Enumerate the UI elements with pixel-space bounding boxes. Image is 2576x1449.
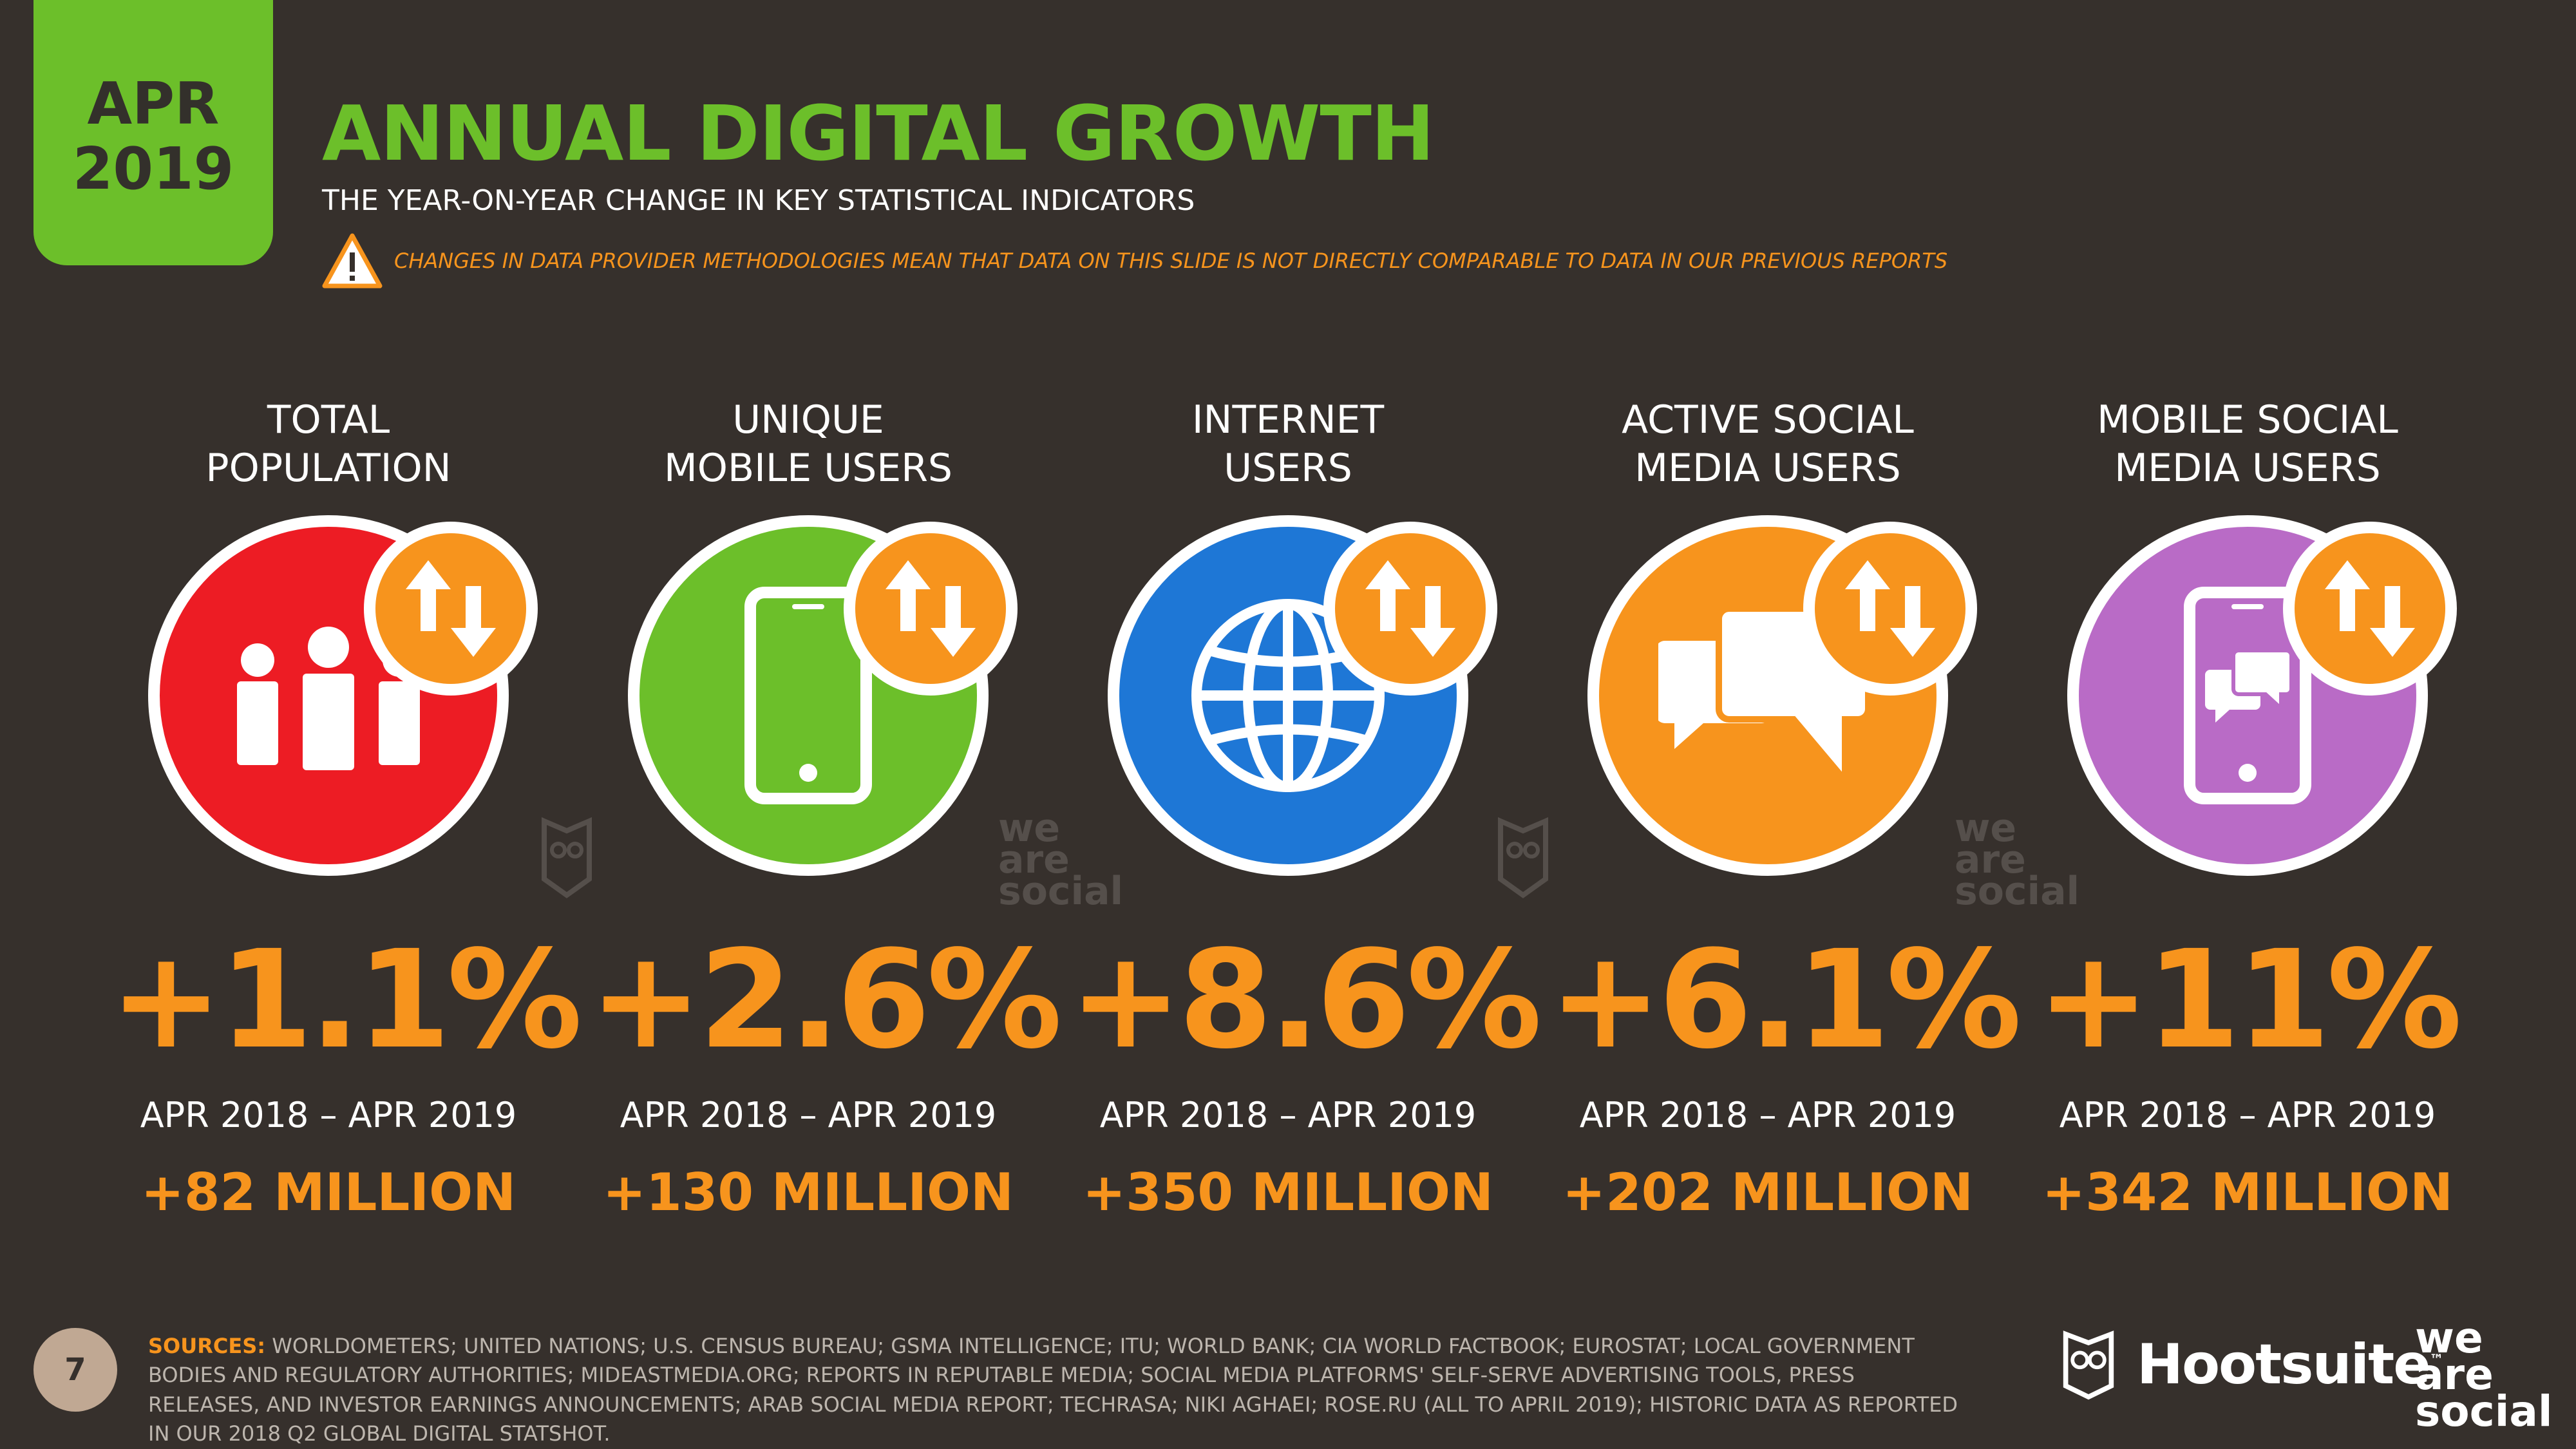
- we-are-social-watermark: we are social: [998, 806, 1124, 914]
- badge-month: APR: [87, 70, 220, 138]
- mobile-social-media-users-absolute: +342 MILLION: [2042, 1162, 2453, 1222]
- mobile-social-media-users-period: APR 2018 – APR 2019: [2059, 1095, 2436, 1135]
- wm-line: are: [998, 837, 1070, 883]
- hootsuite-owl-icon: [2063, 1331, 2114, 1400]
- we-are-social-logo: we are social: [2415, 1313, 2553, 1436]
- label-line: ACTIVE SOCIAL: [1622, 397, 1914, 442]
- hootsuite-tm: ™: [2429, 1352, 2444, 1368]
- change-arrows-icon: [844, 522, 1018, 696]
- we-are-social-watermark: we are social: [1955, 806, 2080, 914]
- internet-users-period: APR 2018 – APR 2019: [1099, 1095, 1477, 1135]
- change-arrows-icon: [1803, 522, 1977, 696]
- label-line: MEDIA USERS: [2114, 446, 2381, 491]
- label-line: INTERNET: [1191, 397, 1385, 442]
- wm-line: social: [998, 869, 1124, 914]
- label-line: USERS: [1224, 446, 1352, 491]
- page-number: 7: [33, 1328, 117, 1412]
- label-line: UNIQUE: [732, 397, 884, 442]
- hootsuite-logo: Hootsuite™: [2061, 1329, 2444, 1400]
- total-population-period: APR 2018 – APR 2019: [140, 1095, 517, 1135]
- was-line: we: [2415, 1313, 2483, 1363]
- label-line: MOBILE SOCIAL: [2097, 397, 2398, 442]
- change-arrows-icon: [2283, 522, 2457, 696]
- wm-line: we: [998, 806, 1061, 851]
- date-badge: APR 2019: [33, 0, 273, 265]
- page-subtitle: THE YEAR-ON-YEAR CHANGE IN KEY STATISTIC…: [322, 184, 1195, 217]
- unique-mobile-users-absolute: +130 MILLION: [603, 1162, 1014, 1222]
- badge-year: 2019: [72, 135, 234, 203]
- page-title: ANNUAL DIGITAL GROWTH: [322, 89, 1435, 178]
- total-population-absolute: +82 MILLION: [140, 1162, 516, 1222]
- change-arrows-icon: [1323, 522, 1497, 696]
- up-down-arrows-icon: [2325, 560, 2415, 657]
- internet-users-change: +8.6%: [1069, 921, 1542, 1079]
- sources-text: SOURCES: WORLDOMETERS; UNITED NATIONS; U…: [148, 1332, 1971, 1449]
- sources-label: SOURCES:: [148, 1334, 266, 1358]
- stat-label-unique-mobile-users: UNIQUE MOBILE USERS: [589, 393, 1027, 496]
- label-line: MOBILE USERS: [664, 446, 952, 491]
- stat-label-total-population: TOTAL POPULATION: [109, 393, 547, 496]
- globe-icon: [1191, 599, 1385, 792]
- mobile-chat-icon: [2184, 587, 2311, 804]
- stat-label-mobile-social-media-users: MOBILE SOCIAL MEDIA USERS: [2029, 393, 2467, 496]
- active-social-media-users-change: +6.1%: [1549, 921, 2022, 1079]
- up-down-arrows-icon: [1365, 560, 1455, 657]
- was-line: social: [2415, 1386, 2553, 1436]
- label-line: MEDIA USERS: [1634, 446, 1901, 491]
- up-down-arrows-icon: [1845, 560, 1935, 657]
- change-arrows-icon: [364, 522, 538, 696]
- wm-line: are: [1955, 837, 2026, 883]
- active-social-media-users-period: APR 2018 – APR 2019: [1579, 1095, 1956, 1135]
- sources-body: WORLDOMETERS; UNITED NATIONS; U.S. CENSU…: [148, 1334, 1958, 1446]
- hootsuite-owl-watermark-icon: [1498, 817, 1548, 898]
- total-population-change: +1.1%: [109, 921, 582, 1079]
- warning-icon: [322, 233, 383, 289]
- label-line: POPULATION: [205, 446, 451, 491]
- up-down-arrows-icon: [886, 560, 976, 657]
- mobile-phone-icon: [744, 587, 872, 804]
- wm-line: we: [1955, 806, 2017, 851]
- mobile-social-media-users-change: +11%: [2036, 921, 2463, 1079]
- internet-users-absolute: +350 MILLION: [1083, 1162, 1493, 1222]
- was-line: are: [2415, 1349, 2494, 1399]
- active-social-media-users-absolute: +202 MILLION: [1562, 1162, 1973, 1222]
- up-down-arrows-icon: [406, 560, 496, 657]
- hootsuite-wordmark: Hootsuite: [2137, 1332, 2431, 1397]
- stat-label-active-social-media-users: ACTIVE SOCIAL MEDIA USERS: [1549, 393, 1987, 496]
- wm-line: social: [1955, 869, 2080, 914]
- unique-mobile-users-change: +2.6%: [589, 921, 1062, 1079]
- hootsuite-owl-watermark-icon: [542, 817, 592, 898]
- stat-label-internet-users: INTERNET USERS: [1069, 393, 1507, 496]
- warning-note: CHANGES IN DATA PROVIDER METHODOLOGIES M…: [322, 232, 1947, 290]
- unique-mobile-users-period: APR 2018 – APR 2019: [620, 1095, 997, 1135]
- label-line: TOTAL: [267, 397, 390, 442]
- warning-text: CHANGES IN DATA PROVIDER METHODOLOGIES M…: [394, 249, 1948, 273]
